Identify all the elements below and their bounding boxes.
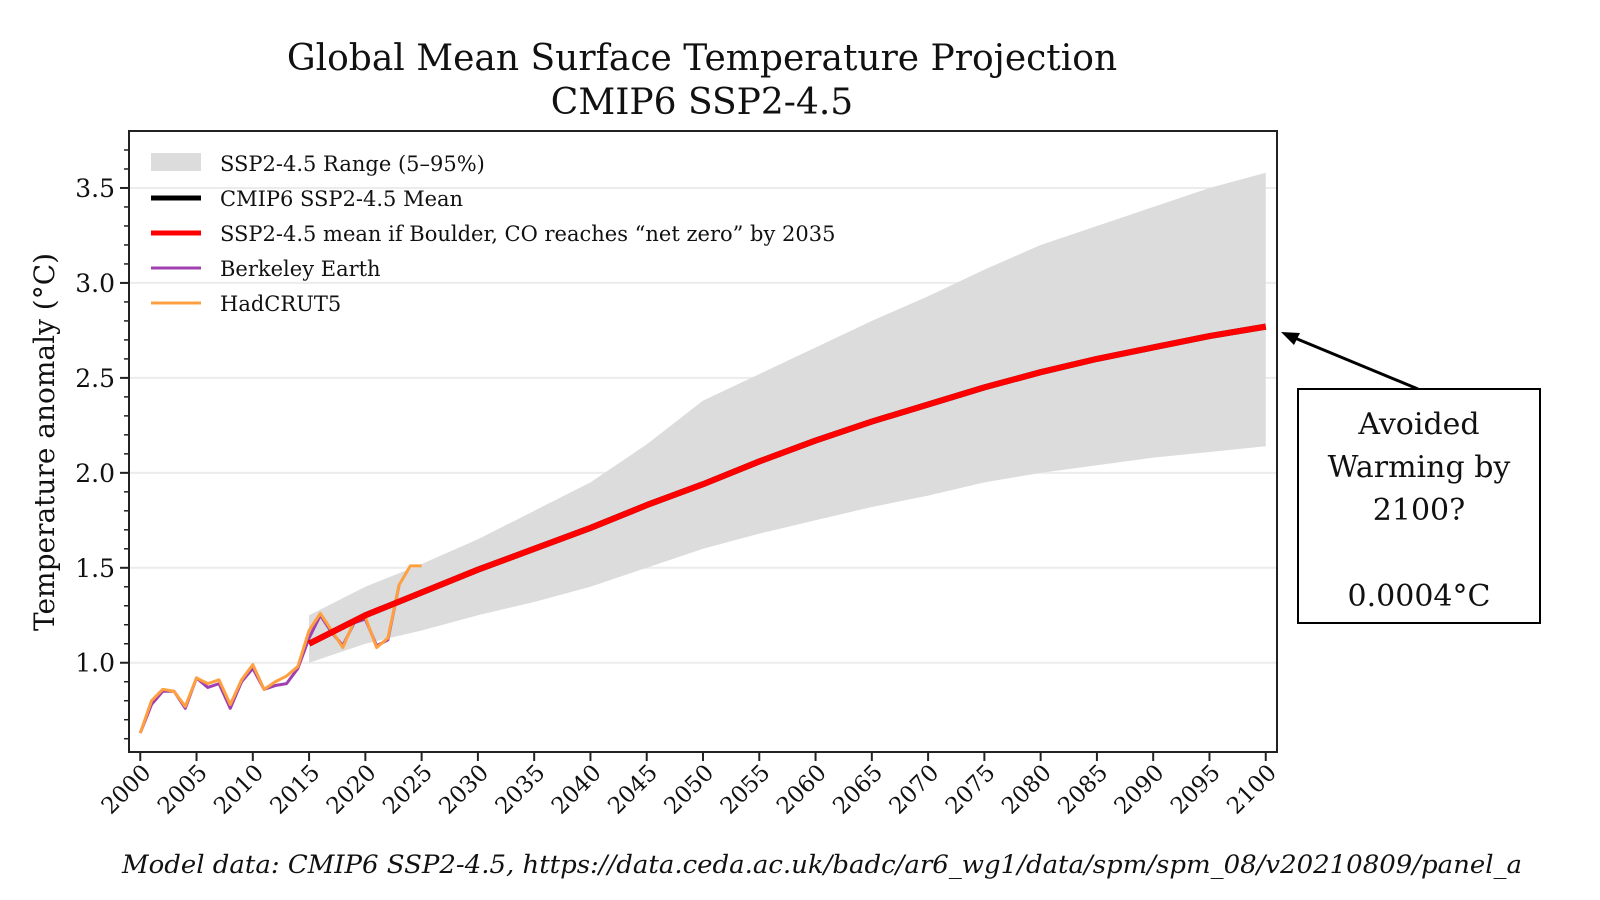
chart-subtitle: CMIP6 SSP2-4.5 [551,82,853,123]
x-tick-label: 2000 [97,760,157,820]
x-tick-label: 2100 [1222,760,1282,820]
x-tick-label: 2070 [885,760,945,820]
x-tick-label: 2040 [547,760,607,820]
x-tick-label: 2010 [209,760,269,820]
x-tick-label: 2005 [153,760,213,820]
y-tick-label: 3.0 [75,269,115,298]
series-line-ssp2-4-5-mean-if-boulder-co-reaches-net-zero-by-2035 [307,323,1267,647]
annotation-text: Warming by [1328,450,1511,485]
x-tick-label: 2085 [1053,760,1113,820]
x-tick-label: 2050 [659,760,719,820]
x-tick-label: 2045 [603,760,663,820]
legend-label: SSP2-4.5 Range (5–95%) [220,152,485,176]
legend: SSP2-4.5 Range (5–95%) CMIP6 SSP2-4.5 Mea… [151,152,835,316]
x-tick-label: 2025 [378,760,438,820]
y-tick-label: 3.5 [75,174,115,203]
legend-label: CMIP6 SSP2-4.5 Mean [220,187,463,211]
footer-source: Model data: CMIP6 SSP2-4.5, https://data… [121,850,1522,879]
y-axis-label: Temperature anomaly (°C) [28,253,61,631]
x-tick-label: 2095 [1166,760,1226,820]
legend-label: HadCRUT5 [220,292,341,316]
x-tick-label: 2020 [322,760,382,820]
x-tick-label: 2075 [941,760,1001,820]
y-tick-label: 2.5 [75,364,115,393]
x-tick-label: 2065 [828,760,888,820]
annotation-text: Avoided [1357,407,1479,442]
x-tick-label: 2015 [266,760,326,820]
legend-label: Berkeley Earth [220,257,381,281]
series-line-hadcrut5 [138,564,422,734]
x-tick-label: 2080 [997,760,1057,820]
y-tick-label: 1.5 [75,554,115,583]
x-tick-label: 2090 [1110,760,1170,820]
x-tick-label: 2035 [491,760,551,820]
chart-title: Global Mean Surface Temperature Projecti… [287,38,1117,79]
x-tick-label: 2060 [772,760,832,820]
annotation-text: 0.0004°C [1348,579,1491,614]
annotation-arrow [1289,334,1419,391]
arrow-head-icon [1281,332,1300,345]
legend-label: SSP2-4.5 mean if Boulder, CO reaches “ne… [220,222,835,246]
legend-swatch [151,153,201,171]
annotation: Avoided Warming by 2100? 0.0004°C [1281,332,1541,624]
range-band [309,172,1266,663]
annotation-box [1297,388,1541,624]
x-tick-label: 2055 [716,760,776,820]
y-tick-label: 2.0 [75,459,115,488]
y-tick-label: 1.0 [75,649,115,678]
x-tick-label: 2030 [434,760,494,820]
annotation-text: 2100? [1373,493,1465,528]
